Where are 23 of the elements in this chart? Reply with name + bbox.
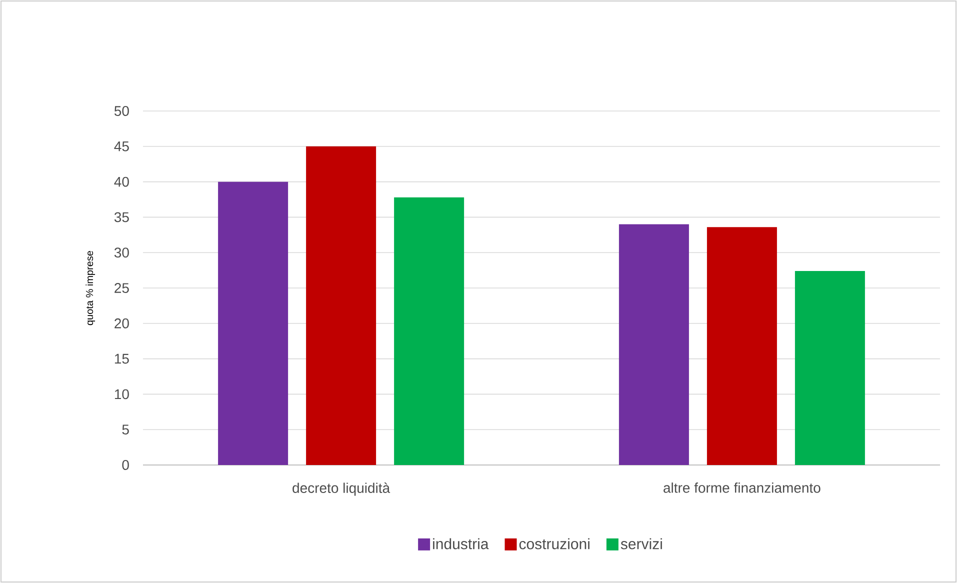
y-tick-label: 35 [114, 212, 129, 222]
bar [394, 197, 464, 465]
bar [306, 146, 376, 465]
legend-label: servizi [620, 538, 662, 550]
x-tick-label: decreto liquidità [292, 482, 390, 496]
y-tick-label: 40 [114, 176, 129, 187]
y-tick-label: 15 [114, 354, 129, 364]
y-tick-label: 50 [114, 106, 129, 116]
y-tick-label: 20 [114, 318, 129, 328]
y-tick-label: 30 [114, 248, 129, 258]
bar [706, 227, 777, 465]
y-tick-label: 25 [114, 283, 129, 293]
legend-label: industria [433, 538, 489, 550]
bar [618, 224, 689, 465]
y-tick-label: 10 [114, 389, 129, 400]
x-tick-label: altre forme finanziamento [664, 482, 820, 493]
bar [794, 271, 865, 465]
y-tick-label: 5 [122, 424, 129, 434]
y-axis-title: quota % imprese [86, 250, 96, 326]
y-tick-label: 0 [122, 460, 129, 470]
y-tick-label: 45 [114, 142, 129, 152]
bar [218, 182, 288, 465]
legend-label: costruzioni [519, 538, 590, 550]
